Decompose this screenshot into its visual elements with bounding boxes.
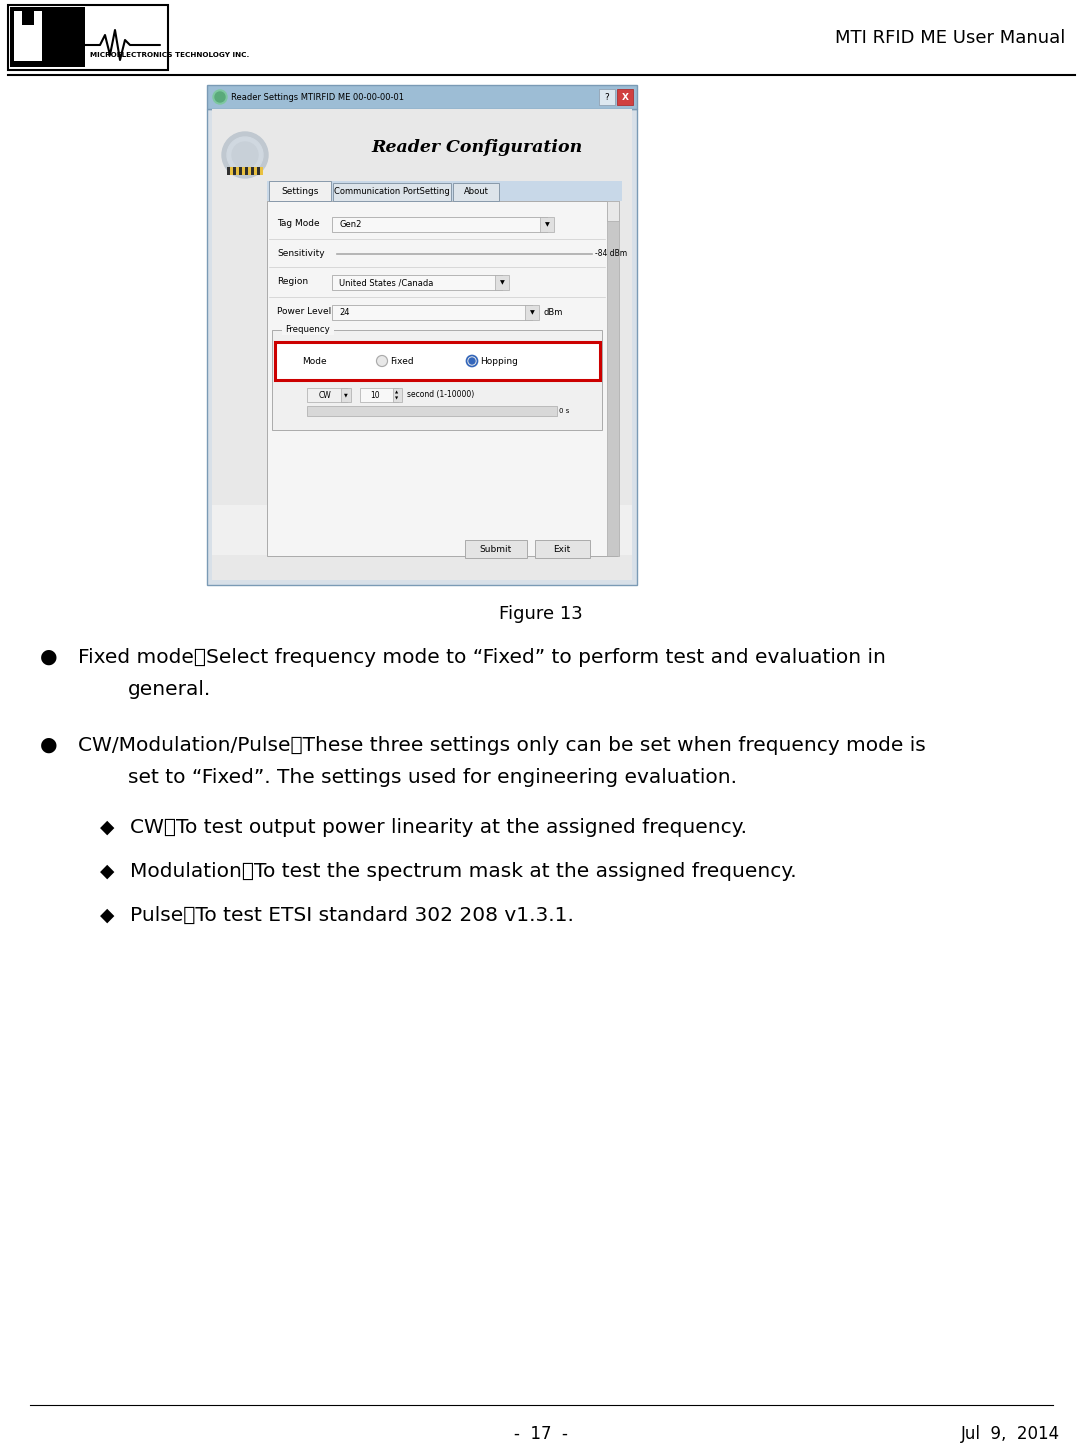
Circle shape (222, 131, 268, 178)
FancyBboxPatch shape (257, 168, 260, 175)
Text: ▼: ▼ (344, 393, 348, 397)
FancyBboxPatch shape (282, 325, 334, 335)
Text: Sensitivity: Sensitivity (277, 250, 325, 259)
Text: Frequency: Frequency (285, 325, 329, 334)
Text: Pulse：To test ETSI standard 302 208 v1.3.1.: Pulse：To test ETSI standard 302 208 v1.3… (130, 906, 574, 925)
FancyBboxPatch shape (10, 7, 84, 66)
Text: CW: CW (319, 390, 331, 399)
FancyBboxPatch shape (465, 540, 527, 558)
Circle shape (227, 137, 263, 173)
Text: general.: general. (128, 681, 211, 699)
Text: ◆: ◆ (100, 906, 115, 925)
Text: set to “Fixed”. The settings used for engineering evaluation.: set to “Fixed”. The settings used for en… (128, 767, 738, 788)
Text: Region: Region (277, 277, 309, 286)
FancyBboxPatch shape (268, 201, 617, 556)
Text: Jul  9,  2014: Jul 9, 2014 (961, 1425, 1060, 1444)
FancyBboxPatch shape (34, 12, 42, 40)
Text: United States /Canada: United States /Canada (339, 277, 433, 288)
FancyBboxPatch shape (332, 217, 547, 233)
Text: Fixed mode：Select frequency mode to “Fixed” to perform test and evaluation in: Fixed mode：Select frequency mode to “Fix… (78, 647, 886, 668)
FancyBboxPatch shape (207, 85, 637, 108)
FancyBboxPatch shape (8, 4, 168, 69)
FancyBboxPatch shape (332, 184, 451, 201)
FancyBboxPatch shape (599, 90, 615, 105)
FancyBboxPatch shape (245, 168, 248, 175)
FancyBboxPatch shape (14, 12, 22, 40)
Text: Hopping: Hopping (480, 357, 518, 366)
FancyBboxPatch shape (275, 342, 600, 380)
Text: Exit: Exit (553, 545, 571, 553)
Text: MICROELECTRONICS TECHNOLOGY INC.: MICROELECTRONICS TECHNOLOGY INC. (90, 52, 249, 58)
Circle shape (469, 358, 475, 364)
FancyBboxPatch shape (453, 184, 499, 201)
Text: CW：To test output power linearity at the assigned frequency.: CW：To test output power linearity at the… (130, 818, 747, 837)
Text: Gen2: Gen2 (339, 220, 362, 228)
Text: About: About (464, 188, 488, 197)
Text: ▼: ▼ (530, 311, 534, 315)
FancyBboxPatch shape (269, 181, 331, 201)
FancyBboxPatch shape (212, 108, 632, 579)
FancyBboxPatch shape (272, 329, 602, 431)
Circle shape (467, 355, 478, 367)
FancyBboxPatch shape (393, 389, 402, 402)
Text: ◆: ◆ (100, 863, 115, 881)
Text: -  17  -: - 17 - (514, 1425, 567, 1444)
Text: ▼: ▼ (395, 396, 399, 400)
FancyBboxPatch shape (306, 406, 557, 416)
FancyBboxPatch shape (341, 389, 351, 402)
FancyBboxPatch shape (239, 168, 242, 175)
Text: CW/Modulation/Pulse：These three settings only can be set when frequency mode is: CW/Modulation/Pulse：These three settings… (78, 736, 926, 754)
FancyBboxPatch shape (251, 168, 255, 175)
Text: ▼: ▼ (499, 280, 505, 285)
FancyBboxPatch shape (207, 108, 637, 585)
Text: Reader Configuration: Reader Configuration (371, 140, 583, 156)
FancyBboxPatch shape (525, 305, 539, 319)
Text: X: X (622, 92, 628, 101)
Text: ●: ● (40, 736, 57, 754)
Text: ●: ● (40, 647, 57, 668)
Text: 10: 10 (370, 390, 380, 399)
Text: ▲: ▲ (395, 392, 399, 394)
FancyBboxPatch shape (14, 40, 42, 61)
FancyBboxPatch shape (306, 389, 347, 402)
FancyBboxPatch shape (212, 504, 632, 555)
FancyBboxPatch shape (332, 275, 503, 290)
Text: ?: ? (604, 92, 610, 101)
Text: dBm: dBm (543, 308, 562, 316)
FancyBboxPatch shape (606, 201, 619, 221)
Text: Submit: Submit (480, 545, 512, 553)
FancyBboxPatch shape (332, 305, 532, 319)
Text: Reader Settings MTIRFID ME 00-00-00-01: Reader Settings MTIRFID ME 00-00-00-01 (231, 92, 404, 101)
FancyBboxPatch shape (22, 25, 34, 40)
Text: ▼: ▼ (545, 223, 549, 227)
Text: ◆: ◆ (100, 818, 115, 837)
Text: second (1-10000): second (1-10000) (407, 390, 474, 399)
Text: Modulation：To test the spectrum mask at the assigned frequency.: Modulation：To test the spectrum mask at … (130, 863, 797, 881)
FancyBboxPatch shape (227, 168, 263, 175)
FancyBboxPatch shape (535, 540, 590, 558)
Text: -84 dBm: -84 dBm (595, 250, 627, 259)
Text: Settings: Settings (282, 186, 318, 195)
Text: Tag Mode: Tag Mode (277, 220, 319, 228)
Circle shape (377, 355, 388, 367)
Text: Fixed: Fixed (390, 357, 414, 366)
FancyBboxPatch shape (360, 389, 397, 402)
FancyBboxPatch shape (495, 275, 509, 290)
Text: MTI RFID ME User Manual: MTI RFID ME User Manual (835, 29, 1065, 48)
Text: 24: 24 (339, 308, 350, 316)
Text: Power Level: Power Level (277, 308, 331, 316)
FancyBboxPatch shape (606, 201, 619, 556)
FancyBboxPatch shape (540, 217, 554, 233)
Text: Communication PortSetting: Communication PortSetting (335, 188, 449, 197)
Circle shape (213, 90, 227, 104)
FancyBboxPatch shape (233, 168, 236, 175)
FancyBboxPatch shape (227, 168, 230, 175)
Text: Figure 13: Figure 13 (499, 605, 583, 623)
Text: 0 s: 0 s (559, 407, 570, 415)
FancyBboxPatch shape (268, 181, 622, 201)
FancyBboxPatch shape (617, 90, 632, 105)
Circle shape (232, 142, 258, 168)
Circle shape (216, 92, 225, 103)
Text: Mode: Mode (302, 357, 327, 366)
